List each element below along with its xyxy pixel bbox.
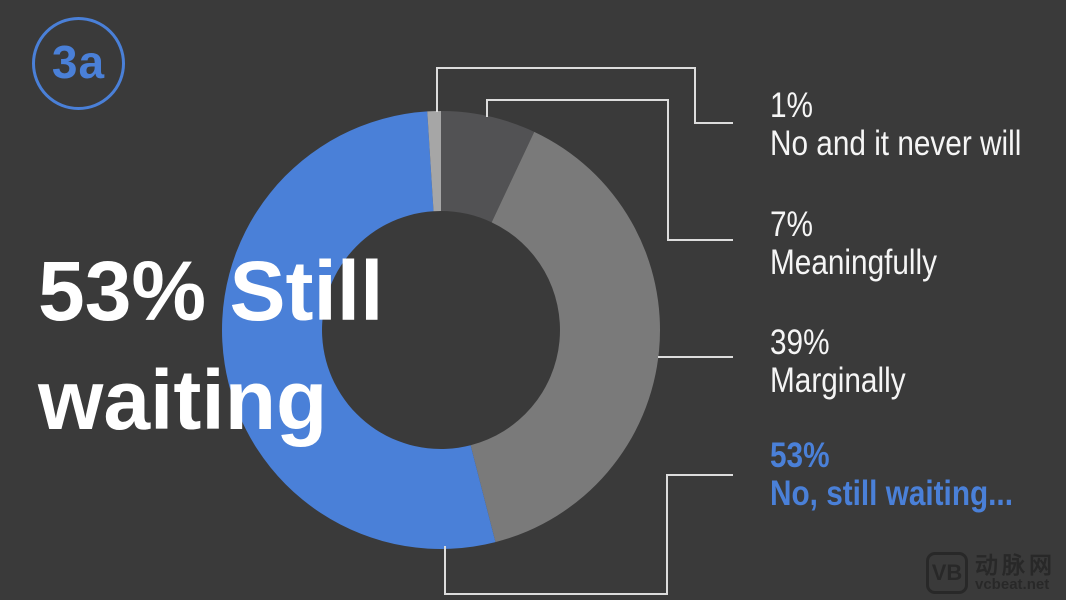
- legend-pct: 7%: [770, 205, 814, 244]
- headline-line-1: 53% Still: [38, 244, 384, 338]
- donut-segments: [222, 111, 661, 549]
- vcbeat-logo: VB: [926, 552, 968, 594]
- donut-segment-1pct: [427, 111, 441, 212]
- legend-caption: Marginally: [770, 361, 906, 400]
- legend-item-7pct: 7% Meaningfully: [770, 206, 937, 282]
- slide-number-label: 3a: [51, 35, 106, 88]
- connector-line-1pct: [436, 67, 733, 124]
- legend-pct: 53%: [770, 436, 830, 475]
- watermark-site: vcbeat.net: [975, 576, 1050, 594]
- connector-line-53pct: [444, 474, 733, 595]
- connector-lines: [436, 67, 733, 595]
- legend-caption: No, still waiting...: [770, 474, 1013, 513]
- headline-line-2: waiting: [38, 353, 328, 447]
- legend-item-53pct: 53% No, still waiting...: [770, 437, 1013, 513]
- headline: 53% Still waiting: [38, 237, 383, 455]
- watermark: VB 动脉网 vcbeat.net: [926, 552, 1056, 594]
- legend-item-1pct: 1% No and it never will: [770, 87, 1021, 163]
- donut-segment-53pct: [222, 111, 496, 549]
- donut-segment-39pct: [470, 131, 661, 543]
- legend-pct: 39%: [770, 323, 830, 362]
- legend-caption: Meaningfully: [770, 243, 938, 282]
- legend-item-39pct: 39% Marginally: [770, 324, 906, 400]
- legend-caption: No and it never will: [770, 124, 1022, 163]
- donut-segment-7pct: [441, 111, 535, 223]
- slide-number-badge: 3a: [32, 17, 125, 110]
- connector-line-7pct: [486, 99, 733, 241]
- legend-pct: 1%: [770, 86, 814, 125]
- watermark-name: 动脉网: [975, 552, 1056, 579]
